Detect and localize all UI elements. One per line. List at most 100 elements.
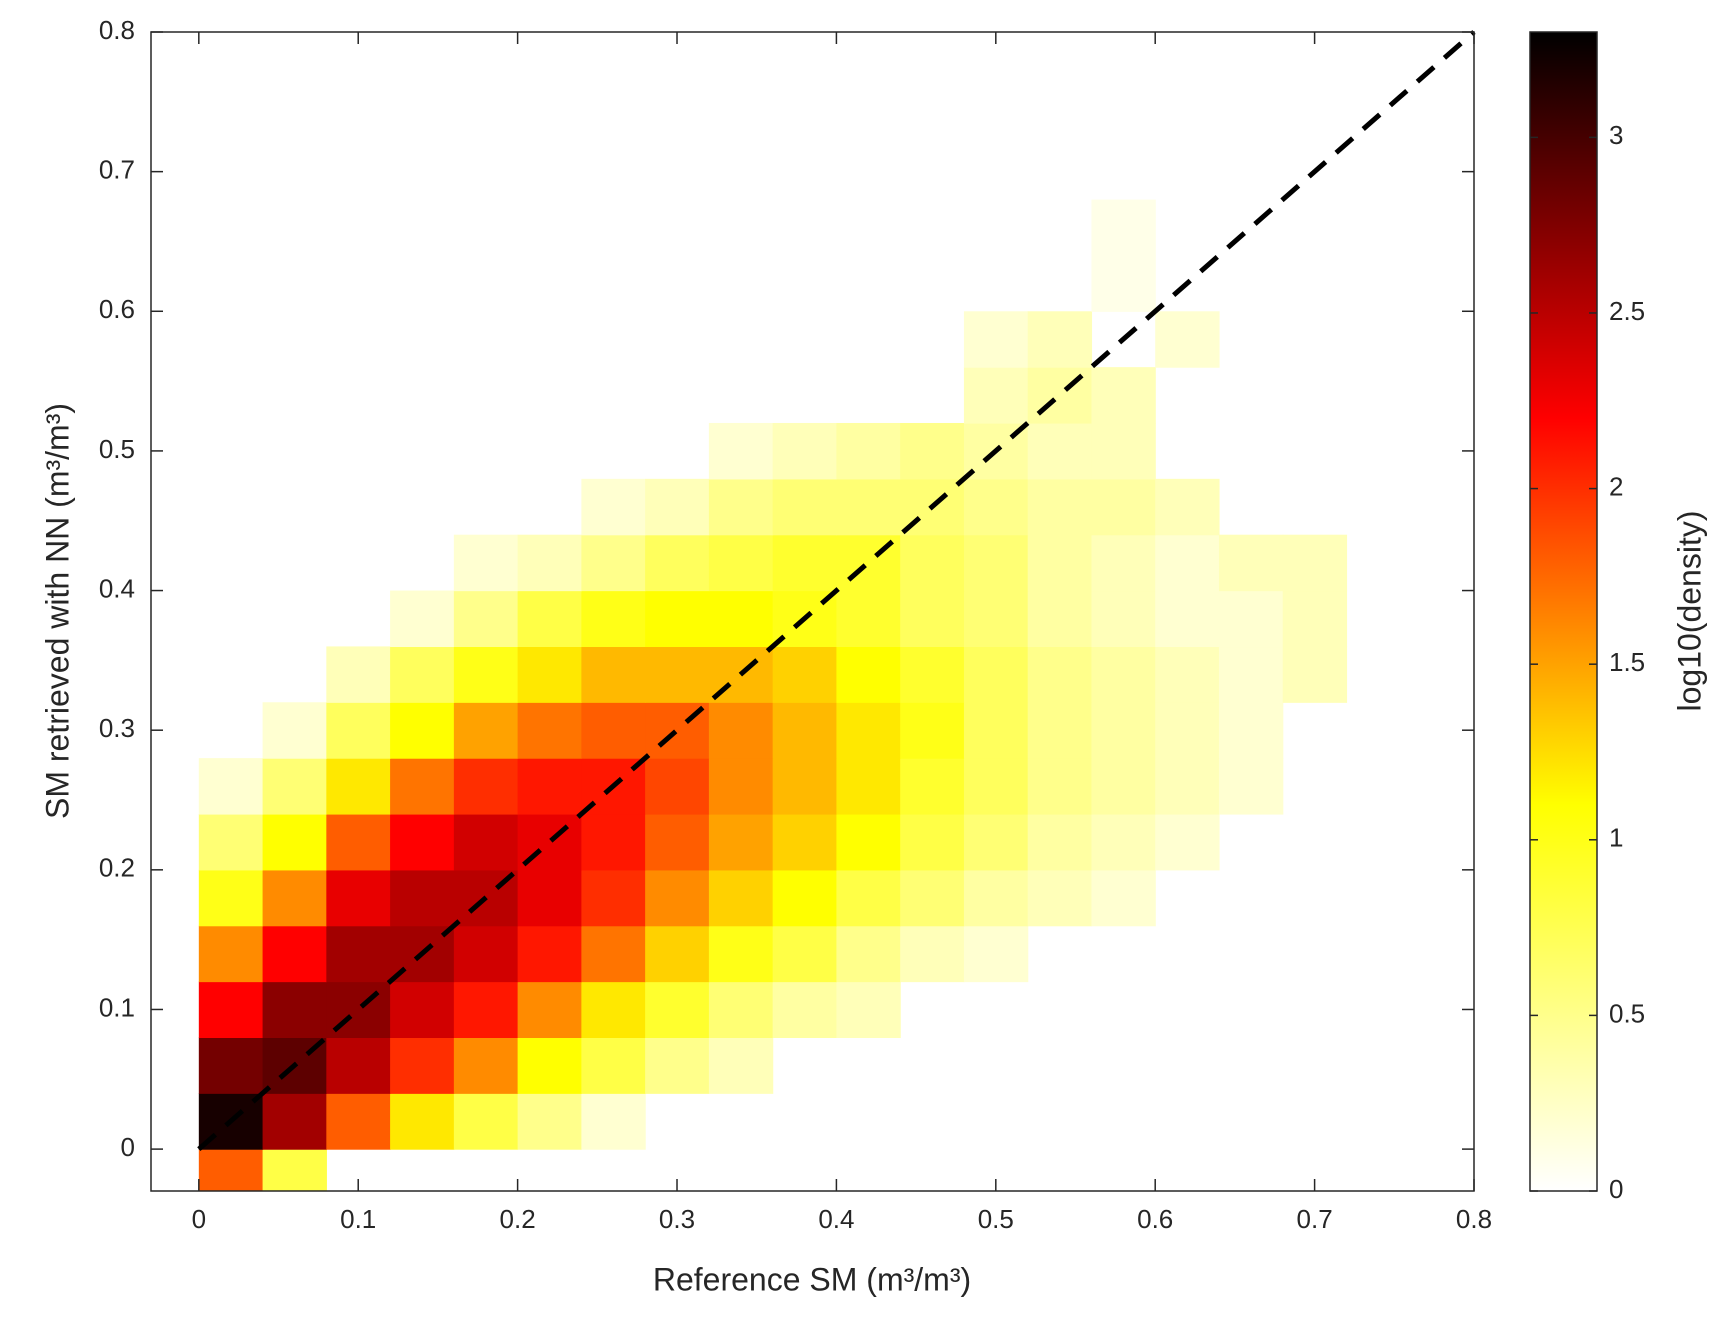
y-tick-label: 0.7 [99, 155, 135, 185]
density-cell [1155, 758, 1220, 815]
density-cell [262, 758, 327, 815]
density-cell [708, 981, 774, 1038]
density-cell [836, 925, 901, 983]
density-cell [900, 590, 965, 648]
y-tick-label: 0.6 [99, 294, 135, 324]
density-cell [517, 1093, 582, 1150]
density-cell [198, 1149, 264, 1191]
density-cell [390, 981, 455, 1038]
density-cell [963, 367, 1029, 424]
density-cell [963, 534, 1029, 592]
density-cell [963, 758, 1029, 815]
density-cell [581, 925, 646, 983]
density-cell [900, 869, 965, 927]
density-cell [708, 422, 774, 480]
density-cell [900, 758, 965, 815]
density-cell [581, 1037, 646, 1094]
colorbar [1529, 31, 1598, 1192]
density-cell [1027, 702, 1093, 759]
density-cell [772, 478, 838, 536]
density-cell [326, 702, 391, 759]
density-cell [581, 981, 646, 1038]
density-cell [708, 869, 774, 927]
x-tick-label: 0.1 [340, 1204, 376, 1234]
density-cell [517, 981, 582, 1038]
density-cell [262, 813, 327, 871]
density-cell [581, 646, 646, 703]
density-cell [262, 1149, 327, 1191]
density-cell [645, 869, 710, 927]
density-cell [1155, 702, 1220, 759]
density-cell [1155, 646, 1220, 703]
density-cell [1091, 646, 1156, 703]
density-cell [581, 478, 646, 536]
density-cell [453, 1037, 519, 1094]
density-cell [963, 869, 1029, 927]
density-cell [453, 534, 519, 592]
y-tick-label: 0.1 [99, 992, 135, 1022]
density-cell [772, 534, 838, 592]
x-tick-label: 0.6 [1137, 1204, 1173, 1234]
density-cell [390, 702, 455, 759]
density-cell [1091, 590, 1156, 648]
density-cell [1027, 311, 1093, 368]
density-cell [963, 813, 1029, 871]
density-cell [645, 478, 710, 536]
density-cell [963, 925, 1029, 983]
density-cell [1091, 422, 1156, 480]
x-tick-label: 0.3 [659, 1204, 695, 1234]
x-axis-label: Reference SM (m³/m³) [653, 1261, 971, 1297]
y-tick-label: 0.5 [99, 434, 135, 464]
density-cell [836, 981, 901, 1038]
density-cell [390, 758, 455, 815]
density-cell [645, 813, 710, 871]
density-cell [708, 1037, 774, 1094]
density-cell [645, 1037, 710, 1094]
density-cell [326, 869, 391, 927]
density-cell [1218, 702, 1284, 759]
x-tick-label: 0 [192, 1204, 206, 1234]
density-cell [262, 1093, 327, 1150]
density-cell [708, 590, 774, 648]
density-cell [645, 981, 710, 1038]
density-cell [198, 869, 264, 927]
density-cell [772, 981, 838, 1038]
density-cell [453, 646, 519, 703]
density-cell [1027, 646, 1093, 703]
density-cell [772, 422, 838, 480]
density-cell [517, 646, 582, 703]
density-cell [900, 813, 965, 871]
density-cell [1091, 702, 1156, 759]
density-cell [453, 702, 519, 759]
density-cell [1155, 311, 1220, 368]
density-cell [581, 702, 646, 759]
density-cell [963, 311, 1029, 368]
density-cell [326, 813, 391, 871]
density-cell [517, 702, 582, 759]
density-cell [453, 758, 519, 815]
y-tick-label: 0.3 [99, 713, 135, 743]
density-cell [1155, 590, 1220, 648]
density-cell [581, 1093, 646, 1150]
density-cell [326, 1093, 391, 1150]
x-tick-label: 0.4 [818, 1204, 854, 1234]
density-cell [198, 813, 264, 871]
density-cell [1027, 422, 1093, 480]
density-cell [453, 981, 519, 1038]
density-cell [645, 925, 710, 983]
density-cell [262, 869, 327, 927]
density-cell [836, 813, 901, 871]
density-cell [1091, 367, 1156, 424]
density-cell [326, 646, 391, 703]
density-cell [1091, 478, 1156, 536]
density-cell [517, 925, 582, 983]
density-cell [326, 1037, 391, 1094]
density-cell [1218, 646, 1284, 703]
density-cell [645, 758, 710, 815]
x-tick-label: 0.8 [1456, 1204, 1492, 1234]
density-cell [581, 534, 646, 592]
density-cell [708, 478, 774, 536]
density-cell [645, 646, 710, 703]
density-cell [836, 869, 901, 927]
